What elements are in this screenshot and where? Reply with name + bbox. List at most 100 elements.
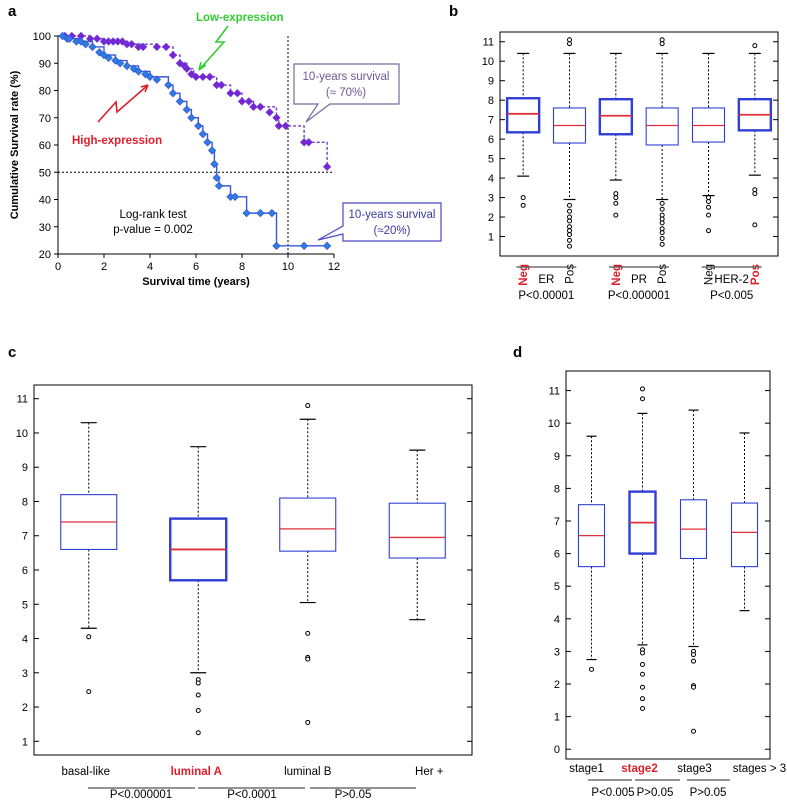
low-censor-marker [274,121,283,131]
high-censor-marker [214,181,224,191]
d-outlier-point [589,666,594,672]
high-censor-marker [81,40,90,49]
high-censor-marker [267,208,277,218]
low-censor-marker [217,80,226,90]
callout-high-box [317,202,442,242]
a-y-tick-label: 80 [39,86,51,98]
b-category-label: Pos [750,264,762,285]
d-y-tick-label: 11 [549,386,560,398]
c-box [279,497,337,552]
b-outlier-point [520,202,526,208]
b-box [645,107,679,146]
high-censor-marker [203,138,212,147]
d-category-label: stage2 [621,763,657,775]
low-censor-marker [161,42,171,52]
c-category-label: luminal B [284,766,332,778]
panel-c-label: c [8,344,16,361]
low-censor-marker [175,59,185,68]
b-outlier-point [567,202,572,208]
b-y-tick-label: 2 [488,212,494,224]
d-outlier-point [640,696,645,702]
b-y-tick-label: 6 [488,134,494,146]
c-outlier-point [305,719,311,725]
high-censor-marker [272,241,281,250]
b-y-tick-label: 10 [482,56,494,68]
b-outlier-point [659,235,665,241]
b-outlier-point [567,208,572,214]
low-censor-marker [233,89,242,98]
d-outlier-point [691,684,696,690]
a-y-tick-label: 40 [39,195,51,207]
panel-a-survival-chart: 20 30 40 50 60 70 80 90 100 0 2 4 6 8 10 12 Cumulative … [9,12,442,288]
low-censor-marker [281,121,290,131]
b-category-label: Pos [657,264,669,284]
d-comparison-pvalue: P>0.05 [690,787,727,799]
c-y-tick-label: 7 [22,531,28,543]
b-category-label: Neg [518,264,530,286]
b-outlier-point [752,222,758,228]
c-outlier-point [195,680,201,686]
high-censor-marker [76,37,86,46]
low-censor-marker [168,50,178,60]
b-outlier-point [659,206,665,212]
b-outlier-point [520,195,526,201]
b-y-tick-label: 8 [488,95,494,107]
callout-high-line1: 10-years survival [349,209,436,221]
a-y-tick-label: 100 [33,31,51,43]
panel-c-boxplot: 1 2 3 4 5 6 7 8 9 10 11 basal-like luminal A luminal … [16,384,473,801]
p-value-label: p-value = 0.002 [113,224,193,236]
b-outlier-point [752,191,758,197]
a-x-tick-label: 10 [282,261,294,273]
panel-a-label: a [8,3,17,20]
d-y-tick-label: 3 [554,646,560,658]
d-category-label: stage1 [569,763,604,775]
low-censor-marker [205,72,214,82]
low-censor-marker [304,138,313,147]
c-y-tick-label: 11 [17,394,28,406]
d-outlier-point [691,652,696,658]
high-censor-marker [256,208,265,218]
b-outlier-point [659,37,665,43]
high-censor-marker [58,31,67,41]
c-category-label: luminal A [171,766,222,778]
c-y-tick-label: 3 [22,668,28,680]
high-expression-arrowhead [140,84,149,93]
d-y-tick-label: 4 [554,614,560,626]
d-y-tick-label: 6 [554,549,560,561]
c-y-tick-label: 8 [22,496,28,508]
low-censor-marker [86,34,95,43]
b-outlier-point [752,43,758,49]
low-expression-arrowhead [198,61,207,71]
log-rank-label: Log-rank test [119,209,187,221]
b-group-pvalue: P<0.00001 [518,290,574,302]
panel-b-label: b [449,3,458,20]
high-censor-marker [65,34,74,43]
c-outlier-point [305,630,311,636]
d-y-tick-label: 8 [554,483,560,495]
b-group-name: PR [631,274,647,286]
a-x-axis-title: Survival time (years) [142,276,250,288]
low-censor-marker [226,89,235,98]
d-outlier-point [640,684,645,690]
a-y-tick-label: 60 [39,140,51,152]
low-censor-marker [272,113,281,122]
b-outlier-point [567,218,572,224]
c-y-tick-label: 5 [22,599,28,611]
high-censor-marker [88,42,97,52]
a-y-axis-title: Cumulative Survival rate (%) [9,70,21,219]
d-y-tick-label: 0 [554,744,560,756]
d-y-tick-label: 7 [554,516,560,528]
b-group-pvalue: P<0.000001 [608,290,670,302]
a-x-tick-label: 8 [239,261,245,273]
c-frame [33,384,473,756]
high-censor-marker [99,50,109,60]
callout-low-box [293,63,400,123]
high-censor-marker [242,208,251,218]
d-comparison-pvalue: P<0.005 [591,787,634,799]
b-outlier-point [613,200,619,206]
a-x-tick-label: 6 [193,261,199,273]
c-comparison-pvalue: P>0.05 [335,789,372,801]
callout-high-line2: (≈20%) [374,225,411,237]
low-censor-marker [152,42,162,52]
low-censor-marker [198,72,208,82]
